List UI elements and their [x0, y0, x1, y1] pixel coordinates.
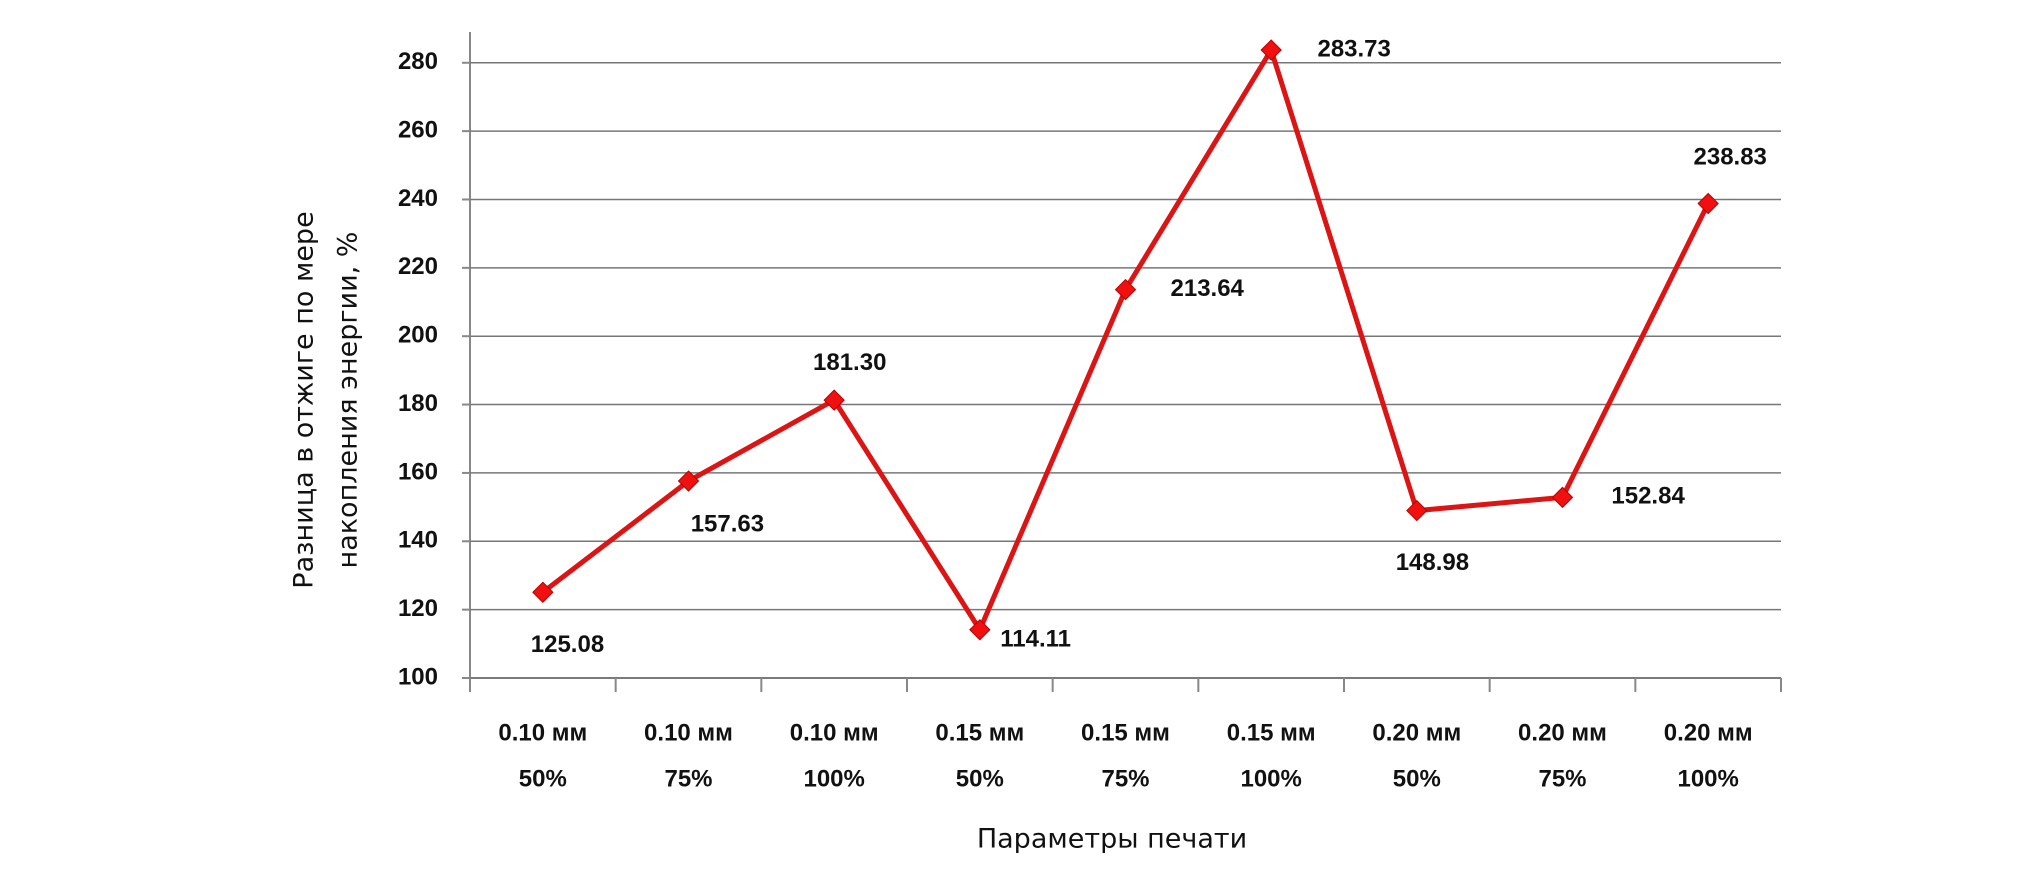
marker: [1114, 278, 1137, 301]
y-tick-label: 220: [398, 253, 438, 280]
x-tick-label: 50%: [956, 765, 1004, 792]
y-tick-label: 200: [398, 322, 438, 349]
x-tick-label: 50%: [1393, 765, 1441, 792]
y-tick-label: 120: [398, 595, 438, 622]
y-tick-label: 180: [398, 390, 438, 417]
x-tick-label: 100%: [803, 765, 864, 792]
x-tick-label: 0.15 мм: [1081, 719, 1170, 746]
y-tick-label: 100: [398, 663, 438, 690]
x-tick-label: 0.20 мм: [1518, 719, 1607, 746]
x-tick-label: 50%: [519, 765, 567, 792]
marker: [1406, 499, 1428, 522]
data-label: 152.84: [1611, 483, 1685, 510]
data-label: 114.11: [1000, 625, 1071, 652]
x-tick-label: 0.15 мм: [935, 719, 1024, 746]
x-tick-label: 75%: [664, 765, 712, 792]
y-axis-title: Разница в отжиге по мере накопления энер…: [289, 211, 364, 588]
x-tick-label: 0.15 мм: [1227, 719, 1316, 746]
x-tick-label: 0.10 мм: [790, 719, 879, 746]
data-label: 148.98: [1396, 549, 1469, 576]
x-tick-label: 0.20 мм: [1372, 719, 1461, 746]
x-tick-label: 75%: [1101, 765, 1149, 792]
data-label: 283.73: [1317, 35, 1390, 62]
x-tick-label: 100%: [1677, 765, 1738, 792]
marker: [1551, 486, 1574, 509]
data-label: 125.08: [531, 631, 604, 658]
x-tick-label: 0.10 мм: [644, 719, 733, 746]
data-label: 181.30: [813, 349, 886, 376]
data-label: 238.83: [1694, 143, 1767, 170]
y-axis-title-line: накопления энергии, %: [333, 232, 364, 569]
x-axis-title: Параметры печати: [977, 824, 1247, 855]
x-tick-label: 100%: [1240, 765, 1301, 792]
y-axis-title-line: Разница в отжиге по мере: [289, 211, 320, 588]
marker: [969, 619, 991, 641]
x-tick-label: 75%: [1538, 765, 1586, 792]
x-tick-label: 0.20 мм: [1664, 719, 1753, 746]
y-tick-label: 280: [398, 48, 438, 75]
y-tick-label: 140: [398, 527, 438, 554]
data-label: 213.64: [1171, 275, 1245, 302]
marker: [1697, 192, 1719, 215]
marker: [1260, 39, 1282, 61]
marker: [677, 470, 700, 492]
y-tick-label: 160: [398, 458, 438, 485]
marker: [823, 389, 845, 411]
data-label: 157.63: [691, 510, 764, 537]
data-line: [541, 47, 1711, 633]
y-tick-label: 260: [398, 116, 438, 143]
marker: [532, 581, 554, 603]
y-tick-label: 240: [398, 185, 438, 212]
x-tick-label: 0.10 мм: [498, 719, 587, 746]
